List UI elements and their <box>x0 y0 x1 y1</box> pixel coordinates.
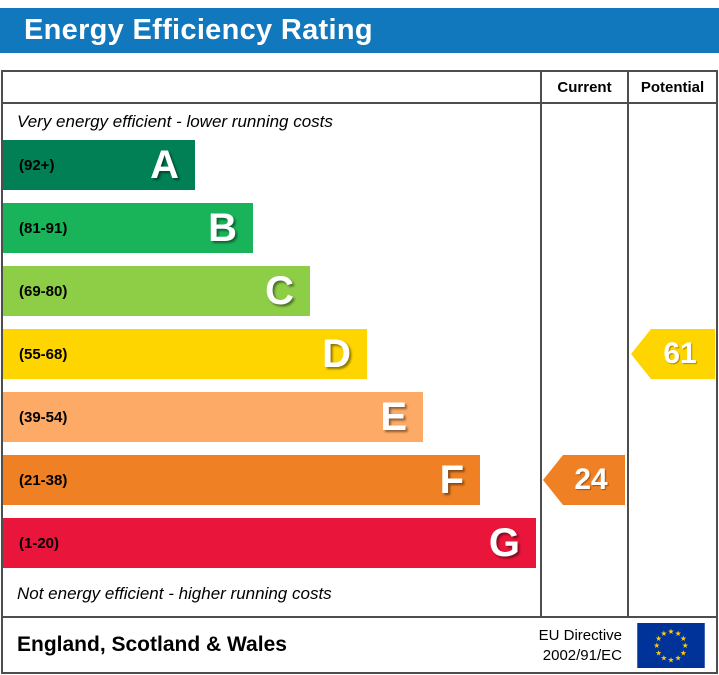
note-very-efficient: Very energy efficient - lower running co… <box>17 112 333 131</box>
current-rating-arrow: 24 <box>543 455 625 505</box>
band-range: (1-20) <box>19 534 60 552</box>
band-letter: C <box>265 269 294 313</box>
svg-text:★: ★ <box>675 654 682 663</box>
svg-text:★: ★ <box>682 641 689 650</box>
band-range: (39-54) <box>19 408 68 426</box>
band-range: (21-38) <box>19 471 68 489</box>
band-range: (69-80) <box>19 282 68 300</box>
band-letter: A <box>150 143 179 187</box>
band-list: (92+) A (81-91) B (69-80) C (55-68) D (3… <box>3 140 536 581</box>
band-letter: G <box>488 521 520 565</box>
svg-text:★: ★ <box>675 629 682 638</box>
svg-text:★: ★ <box>668 655 675 664</box>
svg-text:★: ★ <box>661 629 668 638</box>
potential-column-divider <box>627 72 629 616</box>
title-bar: Energy Efficiency Rating <box>0 8 719 53</box>
eu-directive-line2: 2002/91/EC <box>542 647 622 665</box>
band-range: (81-91) <box>19 219 68 237</box>
band-range: (55-68) <box>19 345 68 363</box>
band-bar-e: (39-54) E <box>3 392 423 442</box>
page-title: Energy Efficiency Rating <box>24 14 373 46</box>
band-bar-c: (69-80) C <box>3 266 310 316</box>
band-letter: D <box>322 332 351 376</box>
svg-text:★: ★ <box>661 654 668 663</box>
svg-text:★: ★ <box>653 641 660 650</box>
header-divider <box>3 102 716 104</box>
band-range: (92+) <box>19 156 55 174</box>
band-bar-d: (55-68) D <box>3 329 367 379</box>
band-letter: E <box>380 395 407 439</box>
band-bar-a: (92+) A <box>3 140 195 190</box>
eu-flag-icon: ★ ★ ★ ★ ★ ★ ★ ★ ★ ★ ★ ★ <box>637 623 705 668</box>
note-not-efficient: Not energy efficient - higher running co… <box>17 584 332 603</box>
band-bar-f: (21-38) F <box>3 455 480 505</box>
potential-rating-arrow: 61 <box>631 329 715 379</box>
eu-directive-line1: EU Directive <box>538 627 622 644</box>
band-bar-b: (81-91) B <box>3 203 253 253</box>
svg-text:★: ★ <box>680 648 687 657</box>
column-header-potential: Potential <box>640 78 705 96</box>
current-column-divider <box>540 72 542 616</box>
eu-directive-label: EU Directive 2002/91/EC <box>539 626 622 667</box>
footer-divider <box>3 616 716 618</box>
svg-text:★: ★ <box>668 627 675 636</box>
svg-text:★: ★ <box>680 634 687 643</box>
rating-chart: Current Potential Very energy efficient … <box>1 70 718 674</box>
region-label: England, Scotland & Wales <box>17 633 287 656</box>
band-letter: B <box>208 206 237 250</box>
band-bar-g: (1-20) G <box>3 518 536 568</box>
column-header-current: Current <box>557 78 612 96</box>
band-letter: F <box>439 458 464 502</box>
footer: England, Scotland & Wales EU Directive 2… <box>3 618 716 672</box>
svg-text:★: ★ <box>655 648 662 657</box>
svg-text:★: ★ <box>655 634 662 643</box>
